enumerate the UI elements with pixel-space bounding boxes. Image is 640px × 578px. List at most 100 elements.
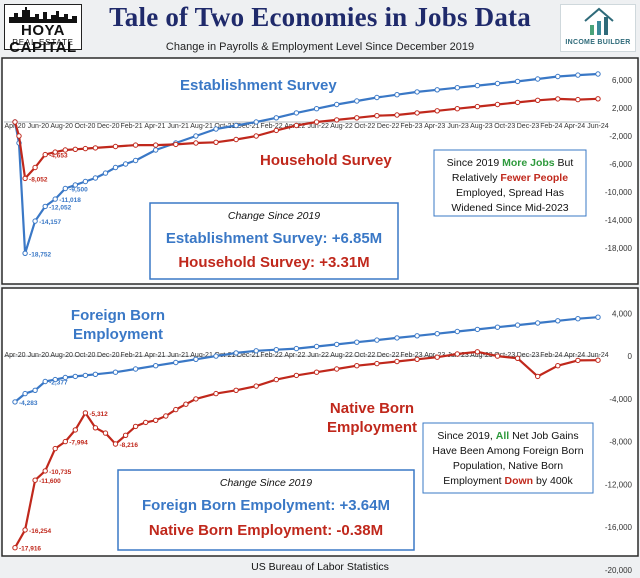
bottom-series-1-point [535, 373, 541, 380]
bottom-series-0-point [153, 363, 159, 369]
top-series-0-point [293, 110, 300, 116]
top-series-1-point [42, 151, 48, 158]
top-series-0-point [72, 182, 79, 188]
svg-text:Employment Down by 400k: Employment Down by 400k [443, 475, 573, 487]
bottom-series-1-point [22, 527, 28, 533]
bottom-series-1-point [233, 387, 239, 393]
bottom-note-by-400k: by 400k [533, 475, 573, 487]
bottom-series-0-point [173, 359, 179, 366]
top-x-tick-label: Dec-20 [97, 123, 120, 130]
house-chart-icon [584, 7, 614, 35]
top-x-tick-label: Aug-21 [190, 123, 213, 130]
bottom-series-0-point [514, 322, 521, 328]
bottom-series-1-point [143, 419, 149, 426]
top-series-1-data-label: -4,653 [49, 153, 68, 160]
top-x-tick-label: Jun-22 [307, 123, 329, 130]
bottom-series-0-point [474, 326, 481, 333]
bottom-series-1-point [12, 545, 18, 551]
bottom-series-1-point [494, 353, 501, 359]
bottom-series-1-point [122, 432, 129, 438]
top-series-0-point [454, 85, 460, 91]
bottom-series-1-point [173, 406, 179, 413]
bottom-series-1-point [434, 354, 440, 360]
top-x-tick-label: Aug-20 [50, 123, 73, 130]
bottom-summary-title: Change Since 2019 [220, 477, 312, 489]
bottom-x-tick-label: Apr-22 [284, 352, 305, 359]
top-series-0-point [233, 122, 239, 129]
bottom-summary-box: Change Since 2019 Foreign Born Empolymen… [117, 469, 415, 551]
top-x-tick-label: Oct-22 [354, 123, 375, 130]
bottom-series-1-point [313, 369, 320, 375]
bottom-series-0-point [535, 320, 541, 326]
top-y-tick-label: -10,000 [605, 188, 633, 197]
top-series-0-point [22, 250, 28, 257]
top-series-1-point [32, 164, 38, 171]
top-y-tick-label: -14,000 [605, 216, 633, 225]
top-series-1-point [414, 110, 420, 116]
bottom-series-0-data-label: -2,377 [49, 380, 68, 387]
bottom-series-0-point [72, 373, 79, 380]
bottom-series-1-point [92, 425, 99, 431]
bottom-y-tick-label: -4,000 [609, 395, 632, 404]
bottom-x-tick-label: Jun-21 [168, 352, 190, 359]
top-series-0-point [62, 185, 69, 192]
top-x-tick-label: Oct-20 [74, 123, 95, 130]
top-series-1-point [22, 175, 28, 182]
bottom-series-0-point [575, 316, 581, 322]
bottom-series-0-point [595, 314, 601, 320]
top-series-1-point [273, 127, 279, 134]
bottom-series-0-point [22, 390, 28, 397]
top-series-0-point [102, 170, 109, 176]
hoya-capital-logo: HOYA CAPITAL REAL ESTATE [4, 4, 82, 56]
bottom-note-all: All [496, 430, 510, 442]
top-series-1-point [494, 101, 501, 108]
bottom-series-1-point [132, 423, 139, 430]
bottom-series-1-point [42, 468, 48, 474]
bottom-series-0-point [293, 345, 300, 352]
top-x-tick-label: Oct-23 [494, 123, 515, 130]
bottom-x-tick-label: Feb-22 [260, 352, 282, 359]
top-series-0-point [132, 157, 139, 164]
bottom-y-tick-label: 4,000 [612, 309, 633, 318]
top-series-1-point [454, 106, 460, 112]
page-title: Tale of Two Economies in Jobs Data [109, 2, 531, 32]
top-series-0-point [595, 71, 601, 77]
bottom-series-0-point [52, 376, 58, 383]
bottom-series-1-point [253, 383, 259, 389]
top-x-tick-label: Dec-21 [237, 123, 260, 130]
bottom-summary-line1: Foreign Born Empolyment: +3.64M [142, 497, 390, 514]
logo-sub-text: REAL ESTATE [12, 38, 74, 47]
household-survey-label: Household Survey [260, 152, 392, 169]
bottom-note-employment: Employment [443, 475, 504, 487]
top-x-tick-label: Jun-23 [447, 123, 469, 130]
bottom-series-1-point [414, 356, 420, 362]
top-series-1-point [434, 108, 440, 114]
bottom-series-1-data-label: -5,312 [89, 411, 108, 418]
bottom-x-tick-label: Dec-22 [377, 352, 400, 359]
top-series-0-data-label: -12,052 [49, 204, 71, 211]
top-y-tick-label: -18,000 [605, 244, 633, 253]
top-series-0-point [414, 89, 420, 95]
top-series-0-point [313, 106, 320, 112]
bottom-axes: 4,000 0 -4,000 -8,000 -12,000 -16,000 -20,000 A… [4, 309, 633, 575]
foreign-born-label-line2: Employment [73, 326, 163, 343]
top-note-relatively: Relatively [452, 172, 500, 184]
bottom-x-tick-label: Dec-20 [97, 352, 120, 359]
top-series-0-point [354, 98, 360, 104]
top-series-0-point [112, 164, 119, 171]
top-summary-line1: Establishment Survey: +6.85M [166, 230, 382, 247]
bottom-series-0-point [334, 341, 340, 348]
bottom-x-tick-label: Oct-23 [494, 352, 515, 359]
top-series-0-point [514, 78, 521, 85]
top-series-0-point [153, 147, 159, 153]
top-x-tick-label: Jun-21 [168, 123, 190, 130]
bottom-series-0-point [42, 378, 48, 385]
top-series-1-point [72, 146, 79, 153]
bottom-x-tick-label: Apr-23 [424, 352, 445, 359]
top-series-1-point [173, 141, 179, 148]
top-series-0-point [494, 80, 501, 87]
top-series-0-point [122, 161, 129, 167]
bottom-series-0-point [233, 350, 239, 356]
top-series-0-point [535, 76, 541, 82]
bottom-series-1-data-label: -7,994 [69, 440, 88, 447]
